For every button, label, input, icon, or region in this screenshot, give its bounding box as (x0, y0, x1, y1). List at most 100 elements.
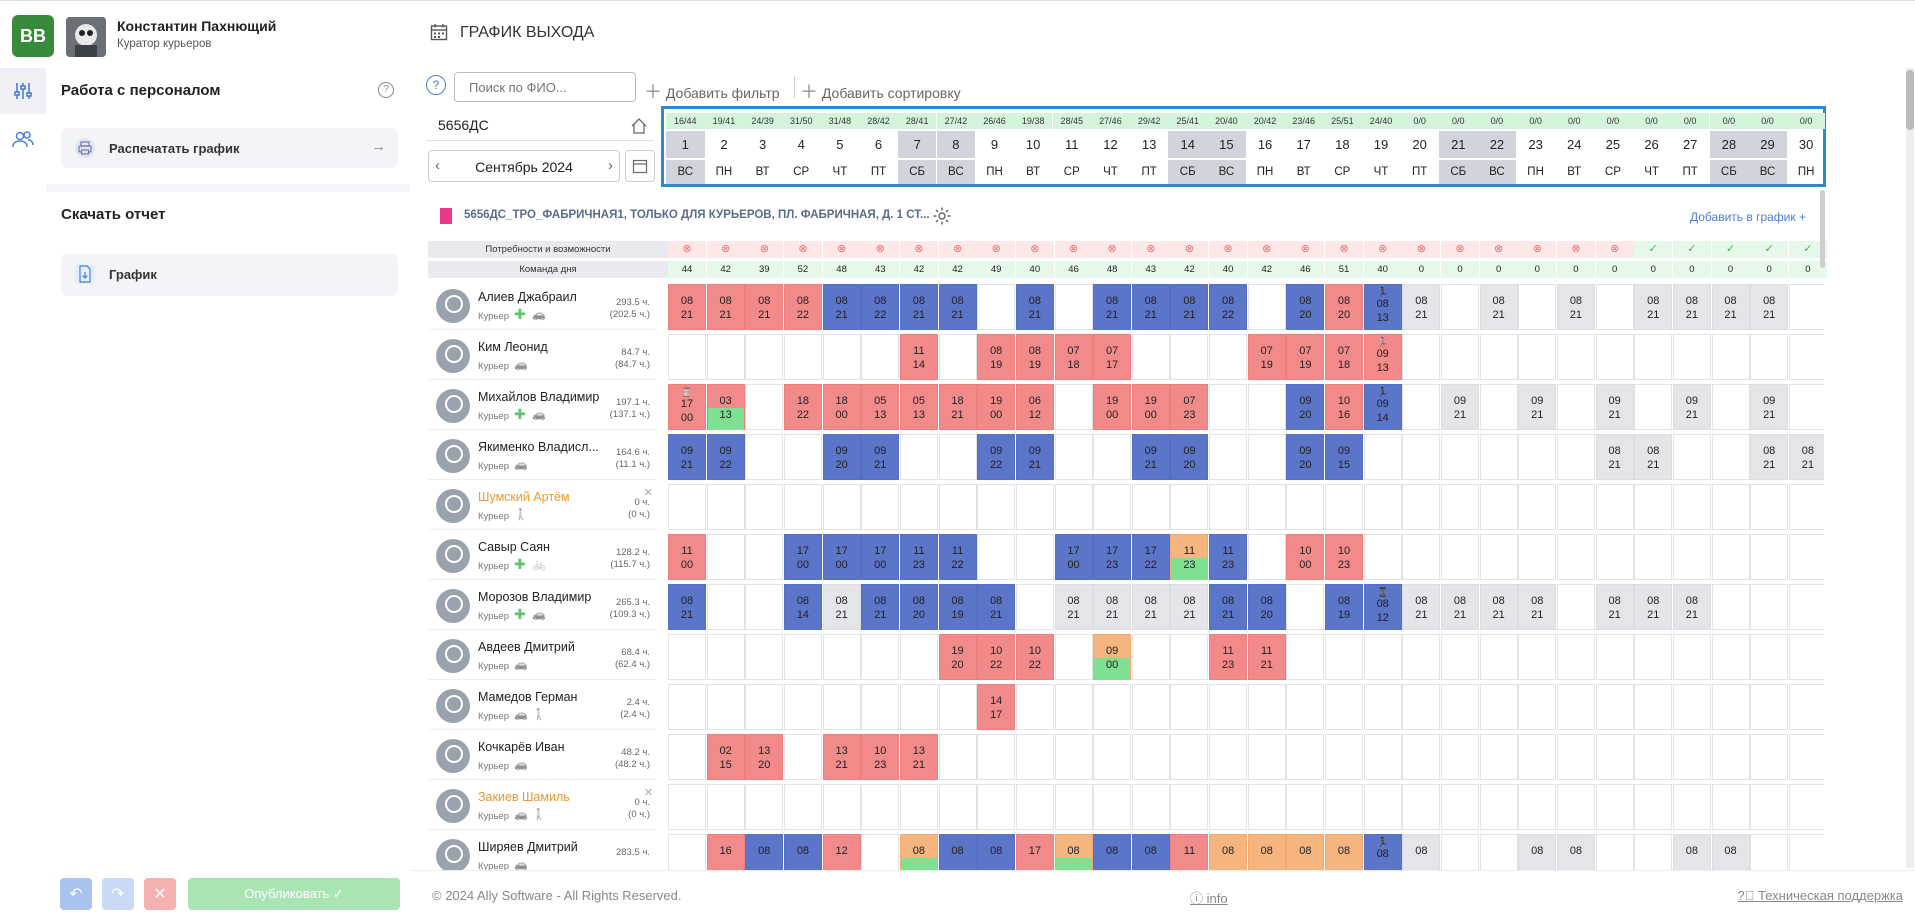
shift-cell[interactable] (783, 334, 822, 380)
undo-button[interactable]: ↶ (60, 878, 92, 910)
shift-cell[interactable]: 13 21 (822, 734, 861, 780)
shift-cell[interactable] (745, 434, 784, 480)
employee-info[interactable]: Михайлов Владимир Курьер ✚ 🚗 197.1 ч. (137.1 … (428, 384, 656, 430)
shift-cell[interactable] (977, 784, 1016, 830)
shift-cell[interactable] (1479, 634, 1518, 680)
close-icon[interactable]: ✕ (643, 487, 653, 499)
shift-cell[interactable] (1441, 334, 1479, 380)
shift-cell[interactable] (938, 734, 977, 780)
shift-cell[interactable] (1788, 284, 1824, 330)
shift-cell[interactable] (1711, 534, 1750, 580)
branch-selector[interactable]: 5656ДС (426, 111, 654, 141)
shift-cell[interactable]: 08 21 (1518, 584, 1557, 630)
shift-cell[interactable]: 08 (1209, 834, 1248, 870)
shift-cell[interactable] (1015, 684, 1054, 730)
chevron-right-icon[interactable]: › (608, 157, 613, 174)
shift-cell[interactable] (668, 634, 706, 680)
shift-cell[interactable] (1556, 684, 1595, 730)
shift-cell[interactable] (1054, 484, 1093, 530)
shift-cell[interactable] (1054, 434, 1093, 480)
shift-cell[interactable] (1634, 784, 1673, 830)
day-column-1[interactable]: 16/44 1 ВС (666, 112, 705, 185)
shift-cell[interactable] (706, 584, 745, 630)
day-column-30[interactable]: 0/0 30 ПН (1786, 112, 1826, 185)
shift-cell[interactable]: 13 21 (899, 734, 938, 780)
shift-cell[interactable] (861, 484, 900, 530)
day-column-22[interactable]: 0/0 22 ВС (1477, 112, 1517, 185)
shift-cell[interactable]: 08 21 (668, 284, 706, 330)
shift-cell[interactable]: 17 (1015, 834, 1054, 870)
day-column-3[interactable]: 24/39 3 ВТ (743, 112, 782, 185)
shift-cell[interactable]: 16 (706, 834, 745, 870)
shift-cell[interactable] (1131, 634, 1170, 680)
shift-cell[interactable]: 09 21 (1750, 384, 1789, 430)
employee-info[interactable]: Авдеев Дмитрий Курьер 🚗 68.4 ч. (62.4 ч.) (428, 634, 656, 680)
shift-cell[interactable] (1286, 684, 1325, 730)
calendar-button[interactable] (625, 150, 655, 182)
shift-cell[interactable] (938, 784, 977, 830)
shift-cell[interactable] (938, 334, 977, 380)
employee-name[interactable]: Кочкарёв Иван (478, 740, 565, 754)
shift-cell[interactable] (1363, 784, 1402, 830)
employee-name[interactable]: Якименко Владисл... (478, 440, 599, 454)
employee-info[interactable]: Ким Леонид Курьер 🚗 84.7 ч. (84.7 ч.) (428, 334, 656, 380)
shift-cell[interactable]: 09 21 (1672, 384, 1711, 430)
shift-cell[interactable] (977, 534, 1016, 580)
shift-cell[interactable]: 08 21 (899, 284, 938, 330)
shift-cell[interactable] (1750, 684, 1789, 730)
shift-cell[interactable] (1595, 784, 1634, 830)
shift-cell[interactable] (1750, 734, 1789, 780)
shift-cell[interactable] (1286, 634, 1325, 680)
shift-cell[interactable]: 09 21 (1441, 384, 1479, 430)
shift-cell[interactable]: 08 (1325, 834, 1364, 870)
shift-cell[interactable] (1479, 334, 1518, 380)
shift-cell[interactable]: 08 20 (1325, 284, 1364, 330)
shift-cell[interactable] (1750, 634, 1789, 680)
shift-cell[interactable] (783, 634, 822, 680)
discard-button[interactable]: ✕ (144, 878, 176, 910)
shift-cell[interactable]: 08 (1556, 834, 1595, 870)
shift-cell[interactable] (1479, 534, 1518, 580)
shift-cell[interactable] (1634, 384, 1673, 430)
shift-cell[interactable] (1750, 584, 1789, 630)
shift-cell[interactable]: 11 23 (1170, 534, 1209, 580)
shift-cell[interactable]: 09 00 (1093, 634, 1132, 680)
shift-cell[interactable] (1518, 534, 1557, 580)
shift-cell[interactable] (706, 684, 745, 730)
shift-cell[interactable] (668, 834, 706, 870)
shift-cell[interactable] (1402, 684, 1441, 730)
shift-cell[interactable] (1402, 484, 1441, 530)
shift-cell[interactable] (938, 684, 977, 730)
shift-cell[interactable]: 08 14 (783, 584, 822, 630)
shift-cell[interactable]: 09 20 (1286, 434, 1325, 480)
shift-cell[interactable]: 08 21 (668, 584, 706, 630)
shift-cell[interactable]: 08 19 (977, 334, 1016, 380)
shift-cell[interactable] (1247, 484, 1286, 530)
day-column-26[interactable]: 0/0 26 ЧТ (1632, 112, 1671, 185)
shift-cell[interactable]: 08 (745, 834, 784, 870)
shift-cell[interactable] (1556, 384, 1595, 430)
rail-settings[interactable] (0, 68, 46, 114)
help-icon[interactable]: ? (426, 75, 446, 95)
shift-cell[interactable]: 18 21 (938, 384, 977, 430)
day-column-29[interactable]: 0/0 29 ВС (1748, 112, 1787, 185)
shift-cell[interactable] (1131, 784, 1170, 830)
shift-cell[interactable]: 08 (899, 834, 938, 870)
shift-cell[interactable] (1441, 734, 1479, 780)
shift-cell[interactable]: 08 21 (1170, 584, 1209, 630)
shift-cell[interactable] (1247, 384, 1286, 430)
shift-cell[interactable] (1286, 734, 1325, 780)
shift-cell[interactable] (1363, 534, 1402, 580)
shift-cell[interactable]: 10 00 (1286, 534, 1325, 580)
shift-cell[interactable] (1711, 434, 1750, 480)
shift-cell[interactable]: 07 17 (1093, 334, 1132, 380)
employee-name[interactable]: Ким Леонид (478, 340, 548, 354)
shift-cell[interactable] (861, 784, 900, 830)
shift-cell[interactable]: 09 21 (1131, 434, 1170, 480)
shift-cell[interactable] (1286, 484, 1325, 530)
shift-cell[interactable]: 11 23 (1209, 534, 1248, 580)
employee-info[interactable]: Алиев Джабраил Курьер ✚ 🚗 293.5 ч. (202.5 ч.) (428, 284, 656, 330)
shift-cell[interactable] (745, 784, 784, 830)
shift-cell[interactable]: 08 19 (1015, 334, 1054, 380)
shift-cell[interactable] (706, 634, 745, 680)
